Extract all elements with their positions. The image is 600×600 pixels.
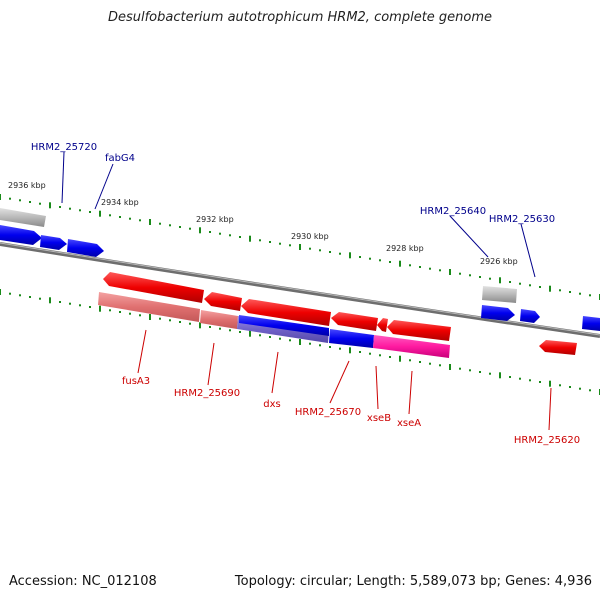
inner-tick-marks	[0, 289, 600, 395]
leader-hrm2-25690	[207, 342, 215, 386]
leader-hrm2-25670	[329, 360, 350, 404]
gene-hrm2-25620[interactable]	[539, 340, 577, 355]
gene-blue-fwd-1[interactable]	[0, 225, 42, 245]
leader-hrm2-25720	[61, 151, 65, 204]
leader-hrm2-25630	[520, 223, 536, 278]
outer-tick-marks	[0, 194, 600, 300]
leader-fabG4	[94, 163, 114, 210]
leader-hrm2-25620	[548, 387, 552, 431]
label-dxs[interactable]: dxs	[263, 399, 280, 410]
label-hrm2-25640[interactable]: HRM2_25640	[420, 206, 486, 217]
gene-blue-right-edge[interactable]	[582, 316, 600, 331]
genome-backbone	[0, 242, 600, 338]
track-blue-2[interactable]	[329, 329, 374, 348]
genome-title: Desulfobacterium autotrophicum HRM2, com…	[107, 10, 493, 25]
leader-hrm2-25640	[449, 215, 489, 258]
label-fusA3[interactable]: fusA3	[122, 376, 150, 387]
scale-label-2936: 2936 kbp	[8, 181, 46, 190]
leader-fusA3	[137, 329, 147, 374]
leader-dxs	[271, 351, 279, 394]
label-hrm2-25670[interactable]: HRM2_25670	[295, 407, 361, 418]
genome-backbone-highlight	[0, 242, 600, 336]
label-fabG4[interactable]: fabG4	[105, 153, 135, 164]
label-xseB[interactable]: xseB	[367, 413, 391, 424]
gene-blue-fwd-2[interactable]	[40, 235, 67, 250]
track-magenta[interactable]	[373, 335, 450, 358]
label-hrm2-25620[interactable]: HRM2_25620	[514, 435, 580, 446]
gene-grey-left[interactable]	[0, 208, 46, 227]
gene-hrm2-25670[interactable]	[331, 312, 378, 331]
accession-text: Accession: NC_012108	[9, 574, 157, 589]
scale-label-2934: 2934 kbp	[101, 198, 139, 207]
scale-label-2932: 2932 kbp	[196, 215, 234, 224]
scale-label-2926: 2926 kbp	[480, 257, 518, 266]
gene-dxs[interactable]	[241, 299, 331, 326]
label-hrm2-25630[interactable]: HRM2_25630	[489, 214, 555, 225]
scale-label-2928: 2928 kbp	[386, 244, 424, 253]
genome-summary-text: Topology: circular; Length: 5,589,073 bp…	[234, 574, 592, 589]
gene-blue-hrm2-25630[interactable]	[520, 309, 540, 323]
track-pink-1[interactable]	[98, 292, 200, 322]
scale-label-2930: 2930 kbp	[291, 232, 329, 241]
gene-xseA[interactable]	[387, 320, 451, 341]
label-hrm2-25690[interactable]: HRM2_25690	[174, 388, 240, 399]
track-blue[interactable]	[239, 315, 329, 336]
label-hrm2-25720[interactable]: HRM2_25720	[31, 142, 97, 153]
gene-hrm2-25690[interactable]	[204, 292, 242, 311]
gene-xseB[interactable]	[377, 318, 388, 332]
gene-grey-right[interactable]	[482, 286, 517, 303]
track-pink-2[interactable]	[200, 310, 238, 329]
gene-blue-fwd-3[interactable]	[67, 239, 104, 257]
gene-fusA3[interactable]	[103, 272, 204, 303]
gene-blue-hrm2-25640[interactable]	[481, 305, 515, 321]
leader-xseA	[408, 370, 413, 415]
label-xseA[interactable]: xseA	[397, 418, 421, 429]
leader-xseB	[375, 365, 379, 410]
